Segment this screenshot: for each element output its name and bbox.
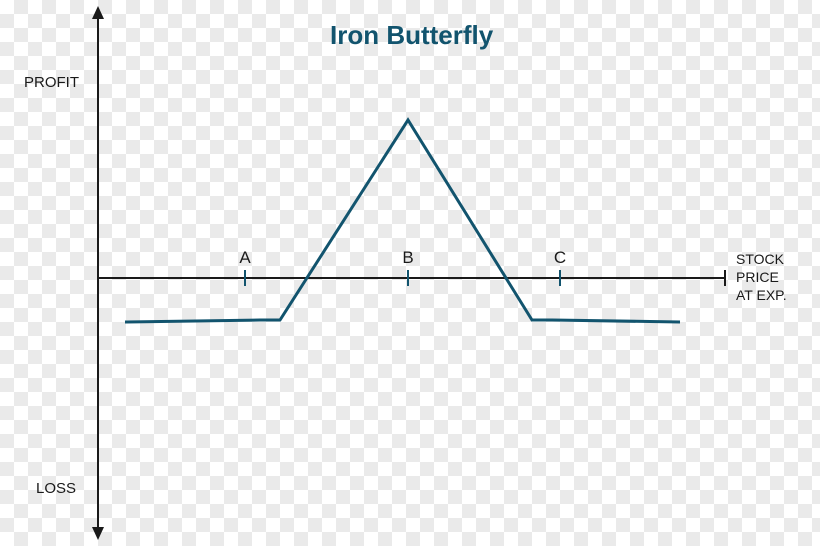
tick-label: C	[554, 248, 566, 268]
x-axis-label-line: AT EXP.	[736, 286, 787, 304]
y-axis-profit-label: PROFIT	[24, 74, 79, 91]
chart-title: Iron Butterfly	[330, 20, 493, 51]
payoff-line	[125, 120, 680, 322]
tick-label: B	[402, 248, 413, 268]
payoff-chart	[0, 0, 820, 546]
tick-label: A	[239, 248, 250, 268]
y-axis-loss-label: LOSS	[36, 480, 76, 497]
chart-canvas: Iron Butterfly PROFIT LOSS STOCKPRICEAT …	[0, 0, 820, 546]
x-axis-label: STOCKPRICEAT EXP.	[736, 250, 787, 304]
x-axis-label-line: PRICE	[736, 268, 787, 286]
x-axis-label-line: STOCK	[736, 250, 787, 268]
